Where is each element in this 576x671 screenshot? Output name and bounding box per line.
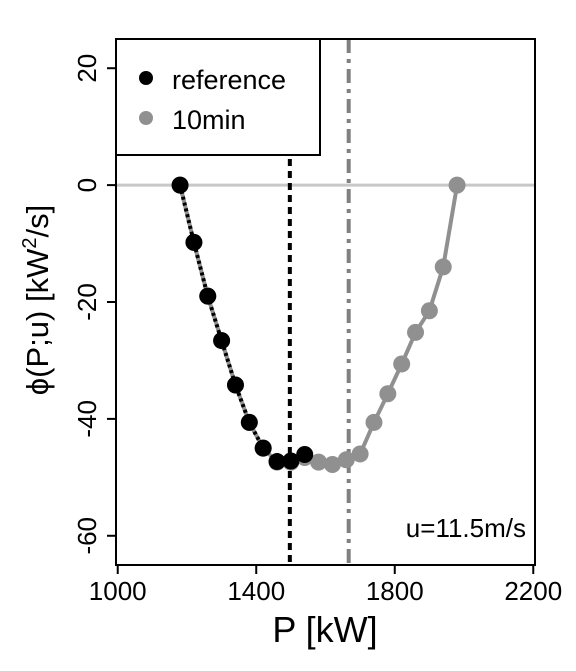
y-tick-label: -40 xyxy=(72,400,102,438)
legend-box xyxy=(115,38,321,156)
legend-marker-reference xyxy=(139,71,153,85)
point-10min xyxy=(448,176,466,194)
point-reference xyxy=(268,453,286,471)
y-axis-label-suffix: /s] xyxy=(20,205,55,238)
point-10min xyxy=(379,385,397,403)
legend-label-10min: 10min xyxy=(172,105,246,135)
y-axis-label-sup: 2 xyxy=(19,238,41,249)
x-tick-label: 1400 xyxy=(227,576,285,606)
legend-label-reference: reference xyxy=(172,65,286,95)
series-layer xyxy=(171,176,466,473)
y-tick-label: -20 xyxy=(72,283,102,321)
point-reference xyxy=(213,332,231,350)
legend: reference 10min xyxy=(115,38,321,156)
point-10min xyxy=(420,302,438,320)
y-tick-label: 20 xyxy=(72,54,102,83)
point-10min xyxy=(323,455,341,473)
point-reference xyxy=(296,446,314,464)
y-tick-label: -60 xyxy=(72,517,102,555)
x-tick-label: 1800 xyxy=(366,576,424,606)
point-reference xyxy=(282,452,300,470)
point-reference xyxy=(240,413,258,431)
point-reference xyxy=(226,376,244,394)
point-10min xyxy=(337,451,355,469)
point-reference xyxy=(199,287,217,305)
x-tick-label: 2200 xyxy=(504,576,562,606)
point-10min xyxy=(434,258,452,276)
point-reference xyxy=(171,176,189,194)
annotation: u=11.5m/s xyxy=(406,513,526,543)
y-tick-label: 0 xyxy=(72,178,102,192)
axes: 1000 1400 1800 2200 -60 -40 -20 0 20 xyxy=(72,54,562,606)
point-10min xyxy=(351,445,369,463)
y-axis-label-prefix: ϕ(P;u) [kW xyxy=(20,248,55,395)
point-reference xyxy=(254,439,272,457)
point-10min xyxy=(407,323,425,341)
point-10min xyxy=(310,453,328,471)
x-tick-label: 1000 xyxy=(89,576,147,606)
point-10min xyxy=(365,413,383,431)
y-axis-label: ϕ(P;u) [kW2/s] xyxy=(19,205,55,395)
point-10min xyxy=(393,355,411,373)
x-axis-label: P [kW] xyxy=(272,609,377,650)
point-reference xyxy=(185,233,203,251)
legend-marker-10min xyxy=(139,111,153,125)
